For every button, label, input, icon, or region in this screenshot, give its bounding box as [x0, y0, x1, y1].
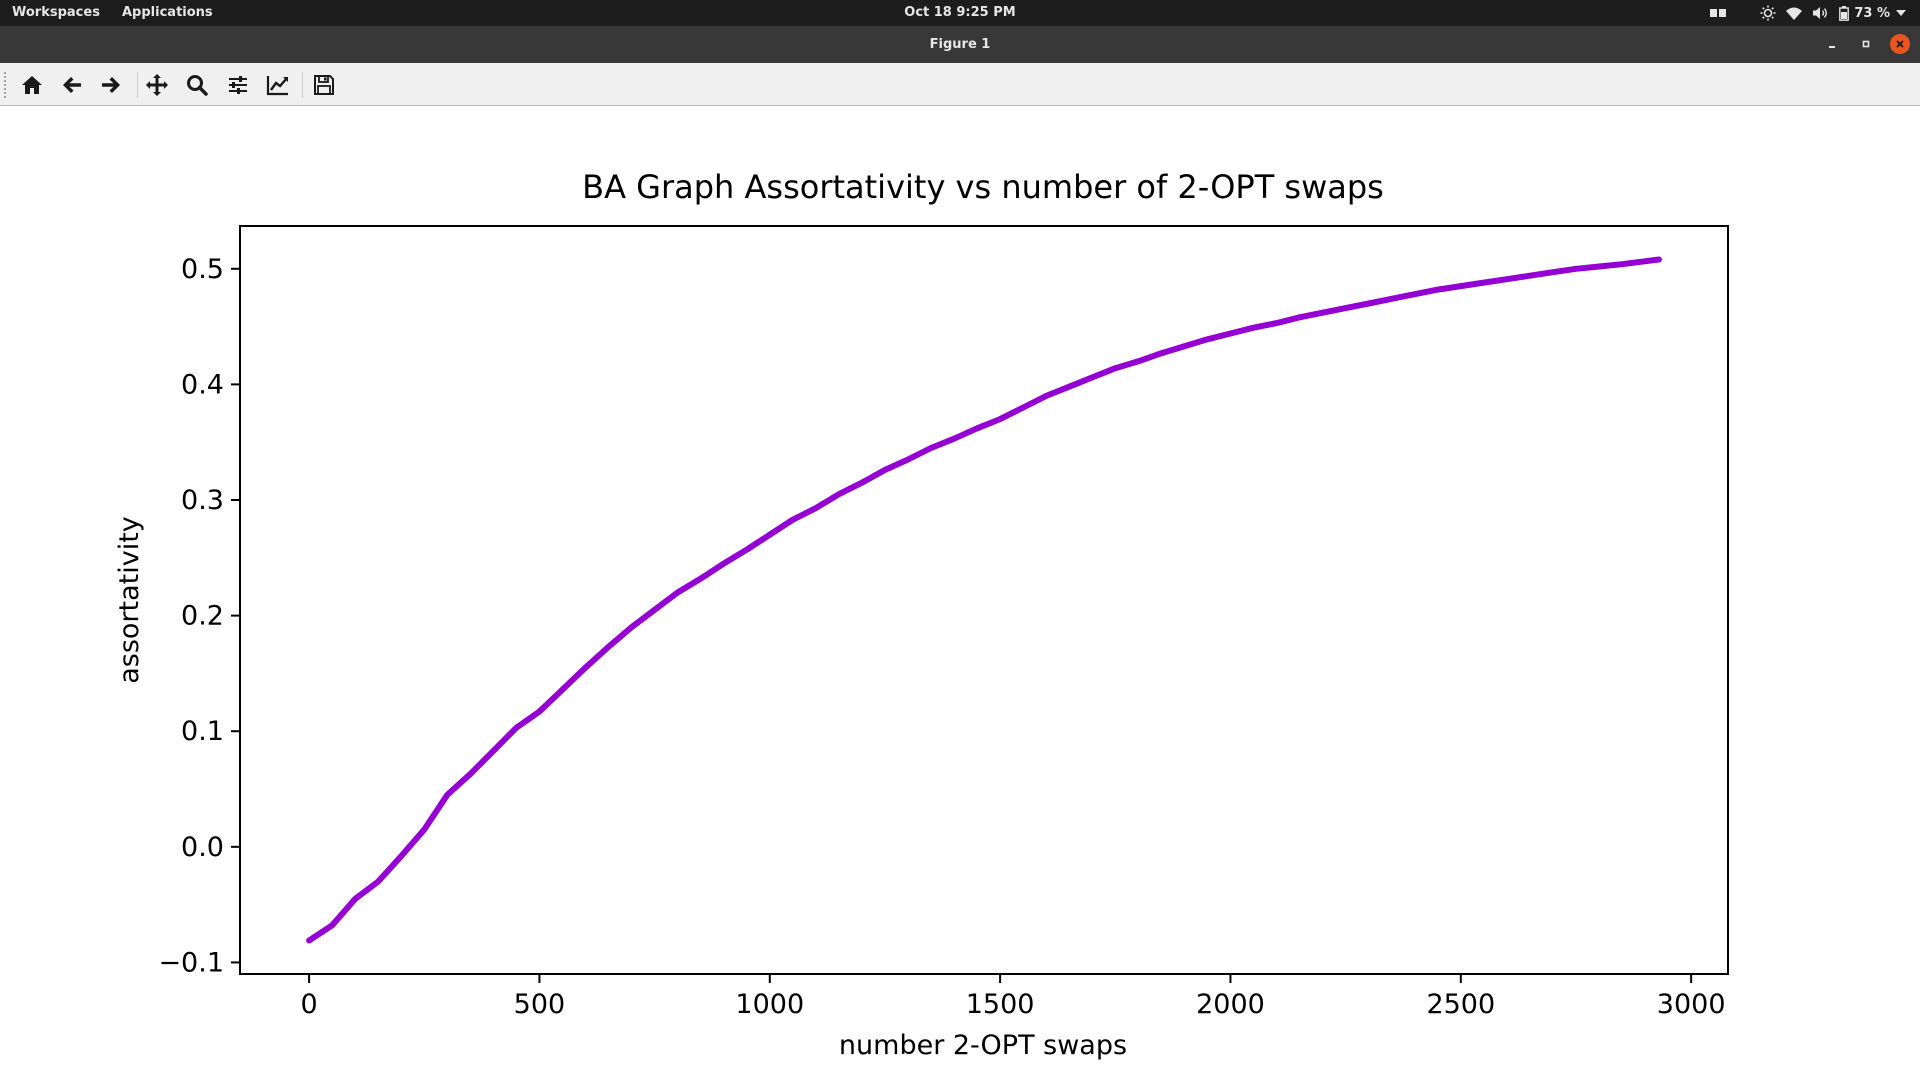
y-tick-label: 0.1 — [181, 716, 224, 747]
system-top-bar: Workspaces Applications Oct 18 9:25 PM 7… — [0, 0, 1920, 26]
y-tick-label: 0.5 — [181, 254, 224, 285]
x-tick-label: 1000 — [735, 989, 804, 1020]
y-tick-label: 0.4 — [181, 369, 224, 400]
clock[interactable]: Oct 18 9:25 PM — [904, 5, 1016, 20]
battery-icon[interactable] — [1839, 5, 1850, 21]
x-tick-label: 1500 — [966, 989, 1035, 1020]
toolbar-separator — [137, 72, 138, 98]
series-line — [306, 256, 1662, 944]
x-tick-label: 0 — [301, 989, 318, 1020]
line-chart[interactable]: BA Graph Assortativity vs number of 2-OP… — [0, 106, 1920, 1080]
window-title-bar[interactable]: Figure 1 — [0, 26, 1920, 63]
panel-icon[interactable] — [1710, 8, 1727, 18]
forward-arrow-icon — [102, 77, 120, 93]
volume-icon[interactable] — [1812, 6, 1829, 20]
pan-button[interactable] — [142, 70, 172, 100]
maximize-button[interactable] — [1856, 34, 1876, 54]
configure-subplots-button[interactable] — [223, 70, 253, 100]
toolbar-grip[interactable] — [3, 71, 7, 98]
y-axis-ticks: −0.1 0.0 0.1 0.2 0.3 0.4 0.5 — [158, 254, 240, 978]
y-tick-label: 0.2 — [181, 601, 224, 632]
applications-menu[interactable]: Applications — [122, 5, 213, 20]
back-button[interactable] — [57, 70, 87, 100]
plot-frame — [239, 225, 1729, 975]
wifi-icon[interactable] — [1786, 7, 1803, 20]
brightness-icon[interactable] — [1760, 5, 1776, 21]
forward-button[interactable] — [96, 70, 126, 100]
x-tick-label: 2500 — [1426, 989, 1495, 1020]
zoom-button[interactable] — [182, 70, 212, 100]
battery-percentage[interactable]: 73 % — [1854, 5, 1890, 21]
pan-icon — [146, 74, 168, 96]
figure-canvas[interactable]: BA Graph Assortativity vs number of 2-OP… — [0, 106, 1920, 1084]
configure-subplots-icon — [229, 76, 247, 94]
x-tick-label: 2000 — [1196, 989, 1265, 1020]
x-axis-label: number 2-OPT swaps — [839, 1030, 1127, 1061]
figure-toolbar — [0, 63, 1920, 106]
y-tick-label: −0.1 — [158, 947, 224, 978]
close-icon — [1896, 40, 1904, 48]
y-axis-label: assortativity — [114, 516, 145, 684]
workspaces-menu[interactable]: Workspaces — [12, 5, 100, 20]
save-button[interactable] — [309, 70, 339, 100]
minimize-icon — [1829, 46, 1835, 48]
toolbar-separator — [302, 72, 303, 98]
close-button[interactable] — [1890, 34, 1910, 54]
save-icon — [314, 75, 334, 95]
dropdown-arrow-icon[interactable] — [1896, 10, 1906, 16]
y-tick-label: 0.0 — [181, 832, 224, 863]
series-group — [306, 256, 1662, 944]
back-arrow-icon — [63, 77, 81, 93]
window-title: Figure 1 — [929, 37, 991, 52]
maximize-icon — [1862, 40, 1870, 48]
x-tick-label: 500 — [514, 989, 566, 1020]
edit-axis-button[interactable] — [263, 70, 293, 100]
home-button[interactable] — [17, 70, 47, 100]
y-tick-label: 0.3 — [181, 485, 224, 516]
x-tick-label: 3000 — [1657, 989, 1726, 1020]
x-axis-ticks: 0 500 1000 1500 2000 2500 3000 — [301, 974, 1726, 1020]
edit-axis-icon — [266, 76, 288, 96]
chart-title: BA Graph Assortativity vs number of 2-OP… — [582, 168, 1384, 206]
zoom-icon — [187, 75, 208, 96]
system-tray: 73 % — [1710, 0, 1906, 26]
home-icon — [22, 76, 42, 94]
minimize-button[interactable] — [1822, 34, 1842, 54]
